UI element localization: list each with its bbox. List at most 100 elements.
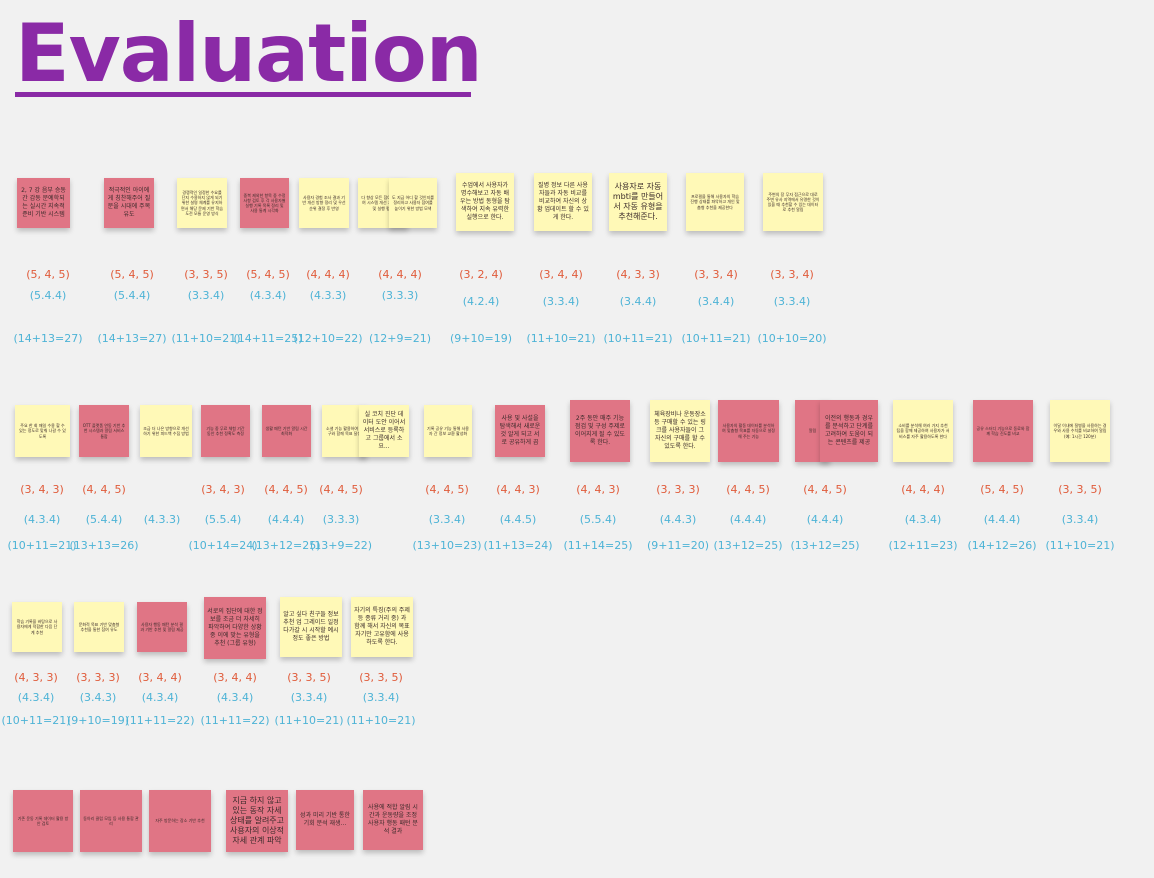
sticky-note[interactable]: 지금 하지 않고 있는 동작 자세 상태를 알려주고 사용자의 이상적 자세 관… xyxy=(226,790,288,852)
score-secondary: (5.4.4) xyxy=(29,289,67,302)
sticky-note[interactable]: 사용자의 활동 데이터를 분석하여 맞춤형 목표를 자동으로 설정해 주는 기능 xyxy=(718,400,779,462)
score-secondary: (5.4.4) xyxy=(85,513,123,526)
sticky-note[interactable]: 도 지금 어디 할 것인지를 정리하고 사용자 참여를 높이기 위한 방법 모색 xyxy=(389,178,437,228)
sticky-note[interactable]: 체육장비나 운동장소 등 구매할 수 있는 링크를 사용자들이 그 자신의 구매… xyxy=(650,400,710,462)
sticky-note[interactable]: 중복 제외한 항목 중 수정 사항 검토 후 각 사용자별 실행 기록 목록 정… xyxy=(240,178,289,228)
score-secondary: (5.5.4) xyxy=(579,513,617,526)
sticky-note[interactable]: 학습 기록을 바탕으로 사용자에게 적합한 다음 단계 추천 xyxy=(12,602,62,652)
score-sum: (11+10=21) xyxy=(1045,539,1115,552)
score-primary: (3, 2, 4) xyxy=(459,268,503,281)
score-secondary: (3.4.4) xyxy=(697,295,735,308)
sticky-note[interactable]: 알고 싶다 친구들 정보 추천 업 그레이드 일정 다가갈 시 시작할 예시 정… xyxy=(280,597,342,657)
score-sum: (11+10=21) xyxy=(526,332,596,345)
score-sum: (14+13=27) xyxy=(97,332,167,345)
score-primary: (3, 4, 3) xyxy=(20,483,64,496)
score-sum: (13+12=25) xyxy=(713,539,783,552)
sticky-note[interactable]: 주요 한 회 매일 수용 할 수 있는 정도로 맞춰 나갈 수 있도록 xyxy=(15,405,70,457)
sticky-note[interactable]: 사용에 적합 알림 시간과 운동량을 조정 사용자 행동 패턴 분석 결과 xyxy=(363,790,423,850)
score-primary: (4, 4, 5) xyxy=(82,483,126,496)
score-secondary: (4.4.4) xyxy=(806,513,844,526)
sticky-note[interactable]: 기능 중 무료 체험 기간 동안 추천 정확도 측정 xyxy=(201,405,250,457)
score-secondary: (4.3.4) xyxy=(17,691,55,704)
sticky-note[interactable]: 수업에서 사용자가 명수해보고 자동 배우는 방법 동형을 탐색하여 지속 유력… xyxy=(456,173,514,231)
score-sum: (10+11=21) xyxy=(681,332,751,345)
sticky-note[interactable]: 2주 동안 매주 기능 점검 및 구성 주제로 이어지게 될 수 있도록 한다. xyxy=(570,400,630,462)
sticky-note[interactable]: 문화적 목표 기반 맞춤형 추천을 통한 참여 유도 xyxy=(74,602,124,652)
sticky-note[interactable]: 기존 운동 기록 데이터 활용 방안 검토 xyxy=(13,790,73,852)
score-secondary: (3.3.3) xyxy=(322,513,360,526)
sticky-note[interactable]: 주변의 장 무자 접근으로 대로 주변 유사 지역에서 유명한 것이 있을 때 … xyxy=(763,173,823,231)
sticky-note[interactable]: 자기의 특징(주의 주제 등 종류 거리 중) 과 함께 해서 자신의 목표 자… xyxy=(351,597,413,657)
sticky-note[interactable]: 실 코치 진단 데이터 도안 이어서 서비스로 등록하고 그룹에서 소요... xyxy=(359,405,409,457)
sticky-note[interactable]: 조금 더 나은 방향으로 개선하기 위한 피드백 수집 방법 xyxy=(140,405,192,457)
sticky-note[interactable]: 경쟁적인 일정한 수요를 단지 수용하지 않게 되기 위한 설명 체계를 유지하… xyxy=(177,178,227,228)
score-secondary: (4.3.3) xyxy=(309,289,347,302)
sticky-note[interactable]: 서로의 집단에 대한 정보를 조금 더 자세히 파악하여 다양한 상황 중 이에… xyxy=(204,597,266,659)
score-primary: (5, 4, 5) xyxy=(110,268,154,281)
score-secondary: (4.3.3) xyxy=(143,513,181,526)
score-primary: (3, 4, 4) xyxy=(539,268,583,281)
sticky-note[interactable]: 이전의 행동과 경우를 분석하고 단계를 고려하여 도움이 되는 콘텐츠를 제공 xyxy=(820,400,878,462)
score-sum: (11+11=22) xyxy=(200,714,270,727)
score-sum: (14+12=26) xyxy=(967,539,1037,552)
score-primary: (4, 3, 3) xyxy=(14,671,58,684)
sticky-note[interactable]: 동아리 클럽 모임 등 사용 통합 관리 xyxy=(80,790,142,852)
score-sum: (13+12=25) xyxy=(790,539,860,552)
score-primary: (5, 4, 5) xyxy=(246,268,290,281)
score-sum: (10+14=24) xyxy=(188,539,258,552)
sticky-note[interactable]: 자주 방문하는 장소 기반 추천 xyxy=(149,790,211,852)
sticky-note[interactable]: 프로필을 통해 사용자의 학습 진행 상태를 파악하고 개인 맞춤형 추천을 제… xyxy=(686,173,744,231)
score-secondary: (4.3.4) xyxy=(216,691,254,704)
score-primary: (4, 4, 3) xyxy=(496,483,540,496)
sticky-note[interactable]: OTT 플랫폼 연동 기반 추천 시스템과 알림 서비스 통합 xyxy=(79,405,129,457)
score-sum: (11+13=24) xyxy=(483,539,553,552)
score-secondary: (4.3.4) xyxy=(904,513,942,526)
score-sum: (13+12=25) xyxy=(251,539,321,552)
score-sum: (11+11=22) xyxy=(125,714,195,727)
sticky-note[interactable]: 이달 이내에 질병을 사용하는 경우와 사용 수치를 비교하여 알림 (예: 1… xyxy=(1050,400,1110,462)
score-sum: (13+10=23) xyxy=(412,539,482,552)
score-sum: (13+13=26) xyxy=(69,539,139,552)
score-secondary: (3.3.4) xyxy=(542,295,580,308)
score-secondary: (3.3.4) xyxy=(187,289,225,302)
score-primary: (3, 3, 3) xyxy=(76,671,120,684)
sticky-note[interactable]: 성과 미리 기반 통한 기회 분석 재생... xyxy=(296,790,354,850)
score-sum: (9+10=19) xyxy=(449,332,513,345)
score-secondary: (3.3.4) xyxy=(290,691,328,704)
score-sum: (11+14=25) xyxy=(563,539,633,552)
score-secondary: (3.3.4) xyxy=(773,295,811,308)
score-sum: (14+11=25) xyxy=(233,332,303,345)
score-secondary: (4.3.4) xyxy=(249,289,287,302)
sticky-note[interactable]: 질병 정보 다른 사용자들과 자동 비교를 비교하여 자신의 상황 업데이트 할… xyxy=(534,173,592,231)
score-primary: (4, 4, 4) xyxy=(901,483,945,496)
score-sum: (9+10=19) xyxy=(66,714,130,727)
sticky-note[interactable]: 소비를 분석해 여러 가지 추천 팁을 함께 제공하여 사용자가 서비스를 자주… xyxy=(893,400,953,462)
score-primary: (3, 3, 5) xyxy=(287,671,331,684)
sticky-note[interactable]: 사용 및 사설을 탐색해서 새로운 것 알게 되고 서로 공유하게 끔 xyxy=(495,405,545,457)
score-secondary: (3.4.4) xyxy=(619,295,657,308)
score-sum: (13+9=22) xyxy=(309,539,373,552)
score-sum: (11+10=21) xyxy=(274,714,344,727)
score-primary: (3, 3, 5) xyxy=(359,671,403,684)
score-secondary: (3.3.3) xyxy=(381,289,419,302)
sticky-note[interactable]: 기록 공유 기능 통해 사용자 간 정보 교환 활성화 xyxy=(424,405,472,457)
sticky-note[interactable]: 공유 스터디 기능으로 동료와 함께 학습 진도를 비교 xyxy=(973,400,1033,462)
score-primary: (3, 4, 4) xyxy=(138,671,182,684)
sticky-note[interactable]: 적극적인 아이에게 칭찬해주어 질문을 시대에 주목 유도 xyxy=(104,178,154,228)
score-sum: (12+11=23) xyxy=(888,539,958,552)
score-secondary: (4.2.4) xyxy=(462,295,500,308)
sticky-note[interactable]: 사용자로 자동 mbti를 만들어서 자동 유형을 추천해준다. xyxy=(609,173,667,231)
score-primary: (3, 4, 3) xyxy=(201,483,245,496)
score-secondary: (4.4.3) xyxy=(659,513,697,526)
sticky-note[interactable]: 생활 패턴 기반 알림 시간 최적화 xyxy=(262,405,311,457)
score-secondary: (5.5.4) xyxy=(204,513,242,526)
sticky-note[interactable]: 사용자 경험 조사 결과 기반 개선 방향 정리 및 우선 순위 결정 후 반영 xyxy=(299,178,349,228)
score-secondary: (4.4.5) xyxy=(499,513,537,526)
score-primary: (4, 4, 5) xyxy=(319,483,363,496)
score-primary: (4, 4, 4) xyxy=(306,268,350,281)
score-secondary: (4.4.4) xyxy=(267,513,305,526)
sticky-note[interactable]: 2, 7 강 음부 승동간 감동 문예학되는 실시간 지속적 준비 기반 시스템 xyxy=(17,178,70,228)
sticky-note[interactable]: 사용자 행동 패턴 분석 결과 기반 추천 및 알림 제공 xyxy=(137,602,187,652)
score-secondary: (3.3.4) xyxy=(428,513,466,526)
score-secondary: (5.4.4) xyxy=(113,289,151,302)
